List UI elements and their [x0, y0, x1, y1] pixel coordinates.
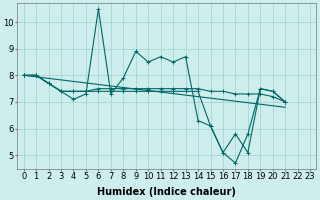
X-axis label: Humidex (Indice chaleur): Humidex (Indice chaleur)	[98, 187, 236, 197]
